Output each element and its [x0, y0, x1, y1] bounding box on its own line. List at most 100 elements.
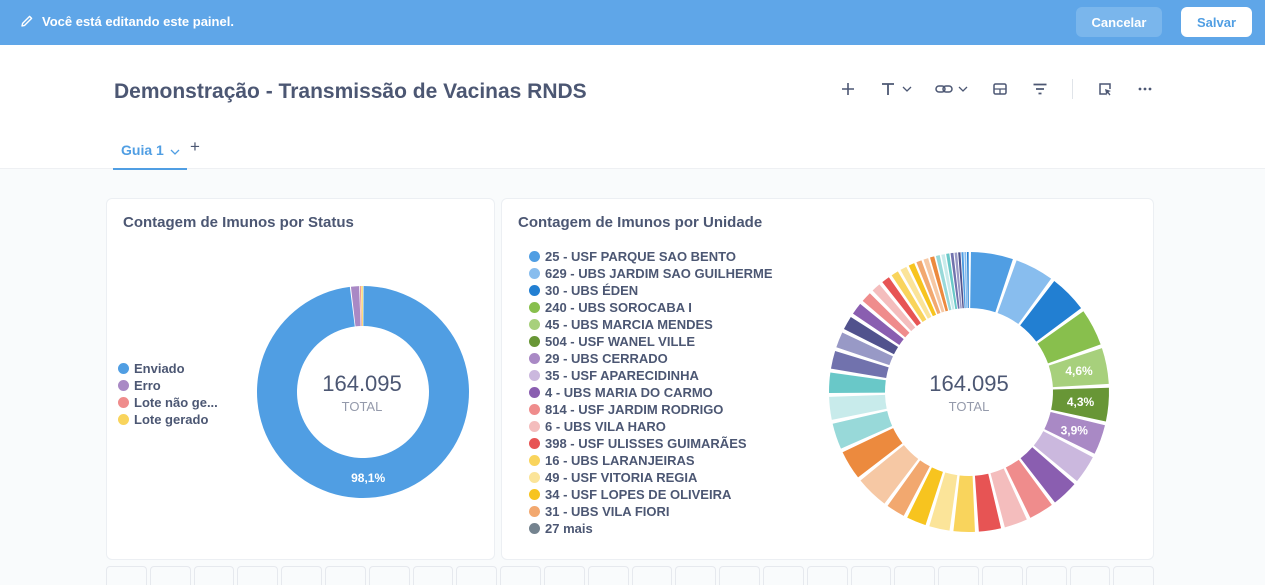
more-icon[interactable]	[1137, 79, 1153, 99]
pie-slice-27-mais-3[interactable]	[832, 411, 893, 449]
pie-slice-27-mais-19[interactable]	[935, 255, 952, 311]
slice-data-label: 3,9%	[1061, 423, 1089, 437]
pie-slice-6-ubs-vila-haro[interactable]	[990, 468, 1027, 528]
pie-slice-27-mais-21[interactable]	[946, 253, 958, 310]
legend-label: 240 - UBS SOROCABA I	[545, 300, 692, 315]
pie-slice-629-ubs-jardim-sao-guilherme[interactable]	[997, 260, 1052, 324]
pie-slice-27-mais-4[interactable]	[829, 394, 887, 420]
legend-item-35-usf-aparecidinha[interactable]: 35 - USF APARECIDINHA	[529, 367, 773, 384]
pie-slice-27-mais-12[interactable]	[882, 277, 921, 327]
legend-item-240-ubs-sorocaba-i[interactable]: 240 - UBS SOROCABA I	[529, 299, 773, 316]
pie-slice-27-mais-18[interactable]	[929, 256, 949, 312]
pie-slice-27-mais-15[interactable]	[908, 263, 937, 317]
chevron-down-icon[interactable]	[170, 144, 180, 162]
legend-item-398-usf-ulisses-guimaraes[interactable]: 398 - USF ULISSES GUIMARÃES	[529, 435, 773, 452]
action-icon[interactable]	[1097, 79, 1113, 99]
pie-slice-27-mais-6[interactable]	[830, 351, 889, 378]
pie-slice-lote-gerado[interactable]	[361, 286, 363, 327]
dashboard-title[interactable]: Demonstração - Transmissão de Vacinas RN…	[114, 80, 587, 103]
legend-item-504-usf-wanel-ville[interactable]: 504 - USF WANEL VILLE	[529, 333, 773, 350]
pie-slice-27-mais-16[interactable]	[916, 260, 941, 315]
pie-slice-45-ubs-marcia-mendes[interactable]	[1048, 348, 1109, 388]
pie-slice-27-mais-22[interactable]	[950, 252, 960, 309]
pie-slice-27-mais-23[interactable]	[954, 252, 962, 309]
legend-dot	[118, 380, 129, 391]
pie-slice-27-mais-2[interactable]	[842, 428, 903, 478]
pie-slice-27-mais-14[interactable]	[900, 266, 932, 319]
pie-slice-27-mais-24[interactable]	[958, 252, 964, 309]
add-tab-icon[interactable]: +	[190, 137, 200, 156]
filter-icon[interactable]	[1032, 79, 1048, 99]
link-icon[interactable]	[935, 79, 971, 99]
add-icon[interactable]	[840, 79, 856, 99]
legend-label: 4 - UBS MARIA DO CARMO	[545, 385, 713, 400]
pie-slice-25-usf-parque-sao-bento[interactable]	[970, 252, 1013, 313]
legend-item-erro[interactable]: Erro	[118, 377, 218, 394]
pie-slice-27-mais-5[interactable]	[829, 372, 886, 393]
legend-label: 35 - USF APARECIDINHA	[545, 368, 699, 383]
pie-slice-35-usf-aparecidinha[interactable]	[1033, 431, 1093, 482]
pie-slice-240-ubs-sorocaba-i[interactable]	[1037, 311, 1101, 364]
pencil-icon	[20, 14, 34, 28]
legend-item-enviado[interactable]: Enviado	[118, 360, 218, 377]
chart-title: Contagem de Imunos por Status	[123, 214, 354, 231]
pie-slice-lote-nao-ge[interactable]	[359, 286, 362, 327]
pie-slice-29-ubs-cerrado[interactable]	[1044, 411, 1105, 454]
legend-item-31-ubs-vila-fiori[interactable]: 31 - UBS VILA FIORI	[529, 503, 773, 520]
pie-slice-enviado[interactable]	[256, 286, 469, 498]
legend-item-lote-gerado[interactable]: Lote gerado	[118, 411, 218, 428]
legend-item-814-usf-jardim-rodrigo[interactable]: 814 - USF JARDIM RODRIGO	[529, 401, 773, 418]
chart-title: Contagem de Imunos por Unidade	[518, 214, 763, 231]
pie-slice-16-ubs-laranjeiras[interactable]	[953, 475, 975, 532]
pie-slice-4-ubs-maria-do-carmo[interactable]	[1020, 447, 1075, 503]
legend-item-6-ubs-vila-haro[interactable]: 6 - UBS VILA HARO	[529, 418, 773, 435]
legend-item-49-usf-vitoria-regia[interactable]: 49 - USF VITORIA REGIA	[529, 469, 773, 486]
pie-slice-27-mais-9[interactable]	[852, 303, 904, 346]
legend-label: 6 - UBS VILA HARO	[545, 419, 666, 434]
pie-slice-27-mais-13[interactable]	[891, 271, 927, 323]
text-icon[interactable]	[880, 79, 914, 99]
pie-slice-814-usf-jardim-rodrigo[interactable]	[1005, 459, 1052, 518]
pie-slice-31-ubs-vila-fiori[interactable]	[887, 460, 930, 516]
pie-slice-504-usf-wanel-ville[interactable]	[1051, 387, 1109, 422]
legend-dot	[118, 397, 129, 408]
pie-slice-27-mais-8[interactable]	[843, 316, 899, 355]
legend-item-45-ubs-marcia-mendes[interactable]: 45 - UBS MARCIA MENDES	[529, 316, 773, 333]
legend-item-629-ubs-jardim-sao-guilherme[interactable]: 629 - UBS JARDIM SAO GUILHERME	[529, 265, 773, 282]
cancel-button[interactable]: Cancelar	[1076, 7, 1162, 37]
edit-mode-message: Você está editando este painel.	[42, 14, 234, 29]
pie-slice-27-mais-17[interactable]	[923, 258, 945, 313]
pie-slice-erro[interactable]	[350, 286, 361, 327]
legend-dot	[529, 404, 540, 415]
tab-guia-1[interactable]: Guia 1	[113, 130, 187, 170]
legend-item-lote-nao-ge[interactable]: Lote não ge...	[118, 394, 218, 411]
pie-slice-27-mais-20[interactable]	[941, 254, 955, 310]
pie-slice-30-ubs-eden[interactable]	[1020, 280, 1082, 342]
legend-item-27-mais[interactable]: 27 mais	[529, 520, 773, 537]
pie-slice-27-mais-27[interactable]	[966, 252, 969, 309]
pie-slice-398-usf-ulisses-guimaraes[interactable]	[974, 473, 1002, 532]
pie-slice-49-usf-vitoria-regia[interactable]	[929, 472, 958, 531]
unit-donut-chart: 4,6% 4,3% 3,9%	[829, 252, 1109, 532]
next-row-cards	[106, 566, 1155, 585]
pie-slice-27-mais-1[interactable]	[860, 445, 919, 504]
legend-label: Lote não ge...	[134, 395, 218, 410]
legend-dot	[529, 455, 540, 466]
legend-item-25-usf-parque-sao-bento[interactable]: 25 - USF PARQUE SAO BENTO	[529, 248, 773, 265]
legend-item-29-ubs-cerrado[interactable]: 29 - UBS CERRADO	[529, 350, 773, 367]
legend-label: 29 - UBS CERRADO	[545, 351, 668, 366]
legend-item-16-ubs-laranjeiras[interactable]: 16 - UBS LARANJEIRAS	[529, 452, 773, 469]
pie-slice-27-mais-10[interactable]	[862, 293, 910, 338]
legend-item-4-ubs-maria-do-carmo[interactable]: 4 - UBS MARIA DO CARMO	[529, 384, 773, 401]
save-button[interactable]: Salvar	[1181, 7, 1252, 37]
section-icon[interactable]	[992, 79, 1008, 99]
status-donut-chart: 98,1%	[256, 286, 469, 498]
legend-item-34-usf-lopes-de-oliveira[interactable]: 34 - USF LOPES DE OLIVEIRA	[529, 486, 773, 503]
pie-slice-27-mais-7[interactable]	[836, 332, 893, 366]
pie-slice-34-usf-lopes-de-oliveira[interactable]	[907, 467, 943, 526]
slice-data-label: 98,1%	[351, 471, 385, 485]
pie-slice-27-mais-26[interactable]	[964, 252, 968, 309]
legend-item-30-ubs-eden[interactable]: 30 - UBS ÉDEN	[529, 282, 773, 299]
pie-slice-27-mais-25[interactable]	[961, 252, 966, 309]
pie-slice-27-mais-11[interactable]	[872, 284, 916, 332]
